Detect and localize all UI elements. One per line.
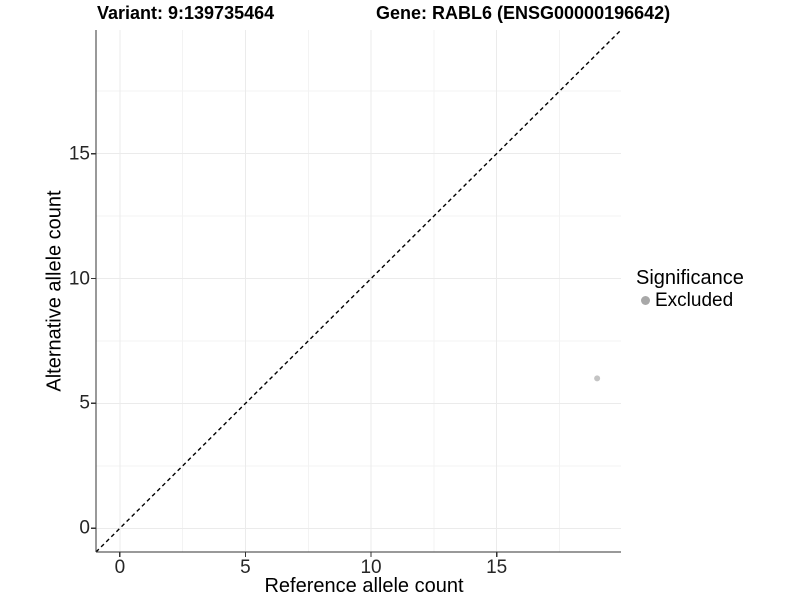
plot-title-gene: Gene: RABL6 (ENSG00000196642) [376,3,671,23]
data-point [594,375,601,382]
x-axis-title: Reference allele count [264,575,464,597]
x-tick-label: 0 [114,557,126,578]
legend-title: Significance [636,267,744,289]
y-tick-label: 10 [68,268,90,289]
y-tick-label: 0 [79,517,90,539]
y-axis-title: Alternative allele count [43,190,66,392]
legend-item: Excluded [641,290,744,311]
identity-reference-line [95,29,622,553]
x-tick-label: 10 [360,557,382,578]
x-tick-label: 15 [486,557,508,578]
legend-item-label: Excluded [655,289,734,311]
legend-items: Excluded [636,290,744,311]
legend-key-dot [641,296,650,305]
plot-title-variant: Variant: 9:139735464 [97,3,275,23]
legend: Significance Excluded [636,267,744,311]
y-tick-label: 5 [79,392,90,414]
x-tick-label: 5 [240,557,251,578]
y-tick-label: 15 [68,143,90,165]
